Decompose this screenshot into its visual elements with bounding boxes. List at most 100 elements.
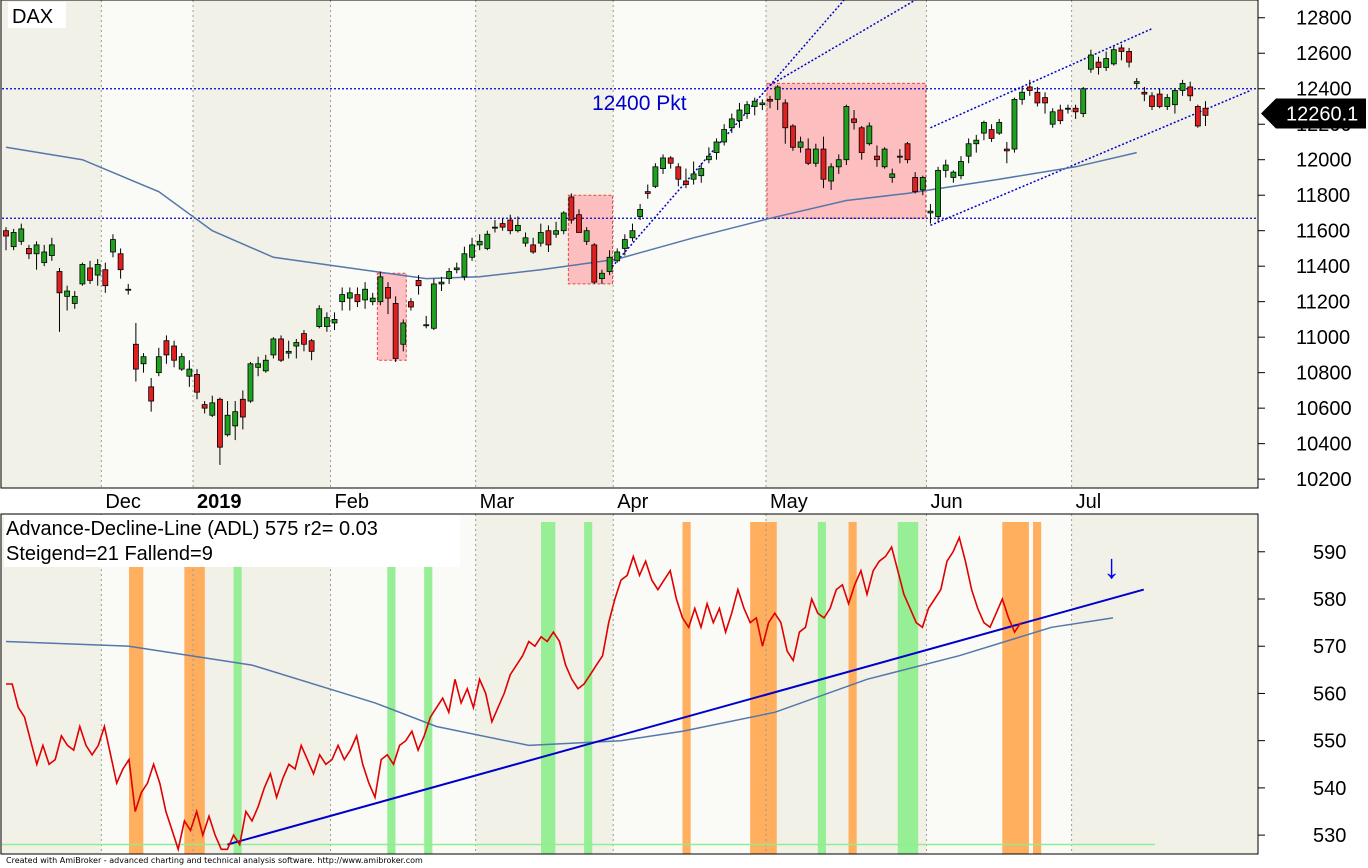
month-shade: [926, 0, 1072, 488]
month-label: 2019: [197, 491, 242, 513]
month-shade: [0, 0, 102, 488]
adl-line: [6, 535, 1022, 853]
candle: [323, 317, 330, 327]
candle: [1149, 95, 1155, 107]
green-band: [897, 522, 919, 854]
candle: [1080, 88, 1087, 114]
candle: [3, 230, 9, 237]
month-label: May: [770, 491, 808, 513]
candle: [247, 363, 254, 402]
adl-tick-label: 530: [1313, 825, 1346, 847]
orange-band: [848, 522, 857, 854]
month-shade: [101, 514, 193, 854]
candle: [346, 292, 353, 299]
month-shade: [0, 514, 102, 854]
candle: [461, 253, 468, 278]
candle: [1110, 49, 1117, 65]
candle: [408, 301, 414, 308]
candle: [217, 398, 223, 448]
candle: [239, 398, 246, 418]
month-labels: Dec 2019 Feb Mar Apr May Jun Jul: [105, 491, 1101, 513]
candle: [858, 127, 865, 154]
price-axis: 10200 10400 10600 10800 11000 11200 11400 11600…: [1258, 8, 1352, 491]
candle: [499, 223, 506, 228]
candle: [1172, 90, 1178, 106]
price-tick-label: 11200: [1296, 292, 1350, 314]
price-tick-label: 10800: [1296, 363, 1352, 385]
candle: [767, 98, 773, 102]
candle: [812, 148, 819, 164]
candle: [851, 118, 857, 123]
candle: [1011, 98, 1018, 150]
candle: [316, 308, 323, 327]
candle: [1049, 111, 1056, 125]
candle: [1026, 86, 1033, 91]
month-label: Dec: [105, 491, 141, 513]
candle: [1164, 97, 1171, 107]
down-arrow-icon: ↓: [1103, 548, 1120, 586]
adl-tick-label: 570: [1313, 636, 1346, 658]
candle: [293, 342, 300, 347]
trend-channels: [608, 0, 1252, 271]
candle: [186, 368, 193, 377]
candle: [117, 253, 124, 271]
green-band: [541, 522, 556, 854]
price-tick-label: 11000: [1296, 327, 1350, 349]
candle: [805, 148, 812, 164]
adl-tick-label: 550: [1313, 731, 1346, 753]
candle: [637, 208, 644, 217]
month-label: Jun: [930, 491, 962, 513]
candle: [736, 109, 743, 122]
highlight-box: [567, 194, 614, 285]
candle: [537, 232, 544, 244]
candle: [171, 345, 177, 361]
candle: [721, 129, 728, 143]
candle: [881, 148, 888, 168]
dax-title-bg: [8, 2, 66, 28]
month-label: Jul: [1076, 491, 1102, 513]
adl-pane-frame: [0, 513, 1259, 855]
candle: [148, 386, 155, 402]
adl-axis: 530 540 550 560 570 580 590: [1258, 542, 1346, 847]
adl-trendline: [227, 588, 1145, 846]
candle: [1118, 47, 1125, 52]
month-shade: [101, 0, 193, 488]
candle: [889, 173, 896, 178]
candle: [354, 294, 361, 303]
price-tick-label: 12400: [1296, 79, 1352, 101]
candle: [1133, 81, 1140, 84]
candle: [1179, 83, 1186, 91]
candle: [1202, 107, 1209, 116]
adl-title: Advance-Decline-Line (ADL) 575 r2= 0.03: [6, 518, 378, 540]
candle: [1003, 148, 1010, 152]
candle: [782, 102, 789, 129]
orange-band: [129, 522, 144, 854]
candle: [919, 177, 926, 191]
candle: [369, 297, 376, 303]
candle: [469, 244, 475, 258]
candle: [484, 233, 491, 249]
price-tick-label: 12600: [1296, 43, 1352, 65]
candle: [33, 244, 40, 255]
candle: [690, 173, 697, 180]
last-price-label: 12260.1: [1286, 104, 1358, 126]
candle: [965, 143, 972, 157]
bottom-pane-grid: [100, 514, 1073, 854]
month-shade: [613, 0, 766, 488]
candle: [56, 271, 63, 294]
green-band: [817, 522, 826, 854]
candle: [438, 281, 445, 285]
candle: [927, 210, 934, 214]
candle: [446, 271, 453, 280]
candle: [545, 230, 552, 246]
candle: [683, 180, 689, 185]
candle: [155, 356, 162, 374]
candle: [18, 228, 25, 242]
candle: [1103, 58, 1110, 68]
orange-band: [184, 522, 205, 854]
horizontal-levels: [2, 88, 1257, 219]
candle: [476, 240, 483, 246]
candle: [1194, 106, 1201, 127]
candle: [1126, 51, 1132, 63]
